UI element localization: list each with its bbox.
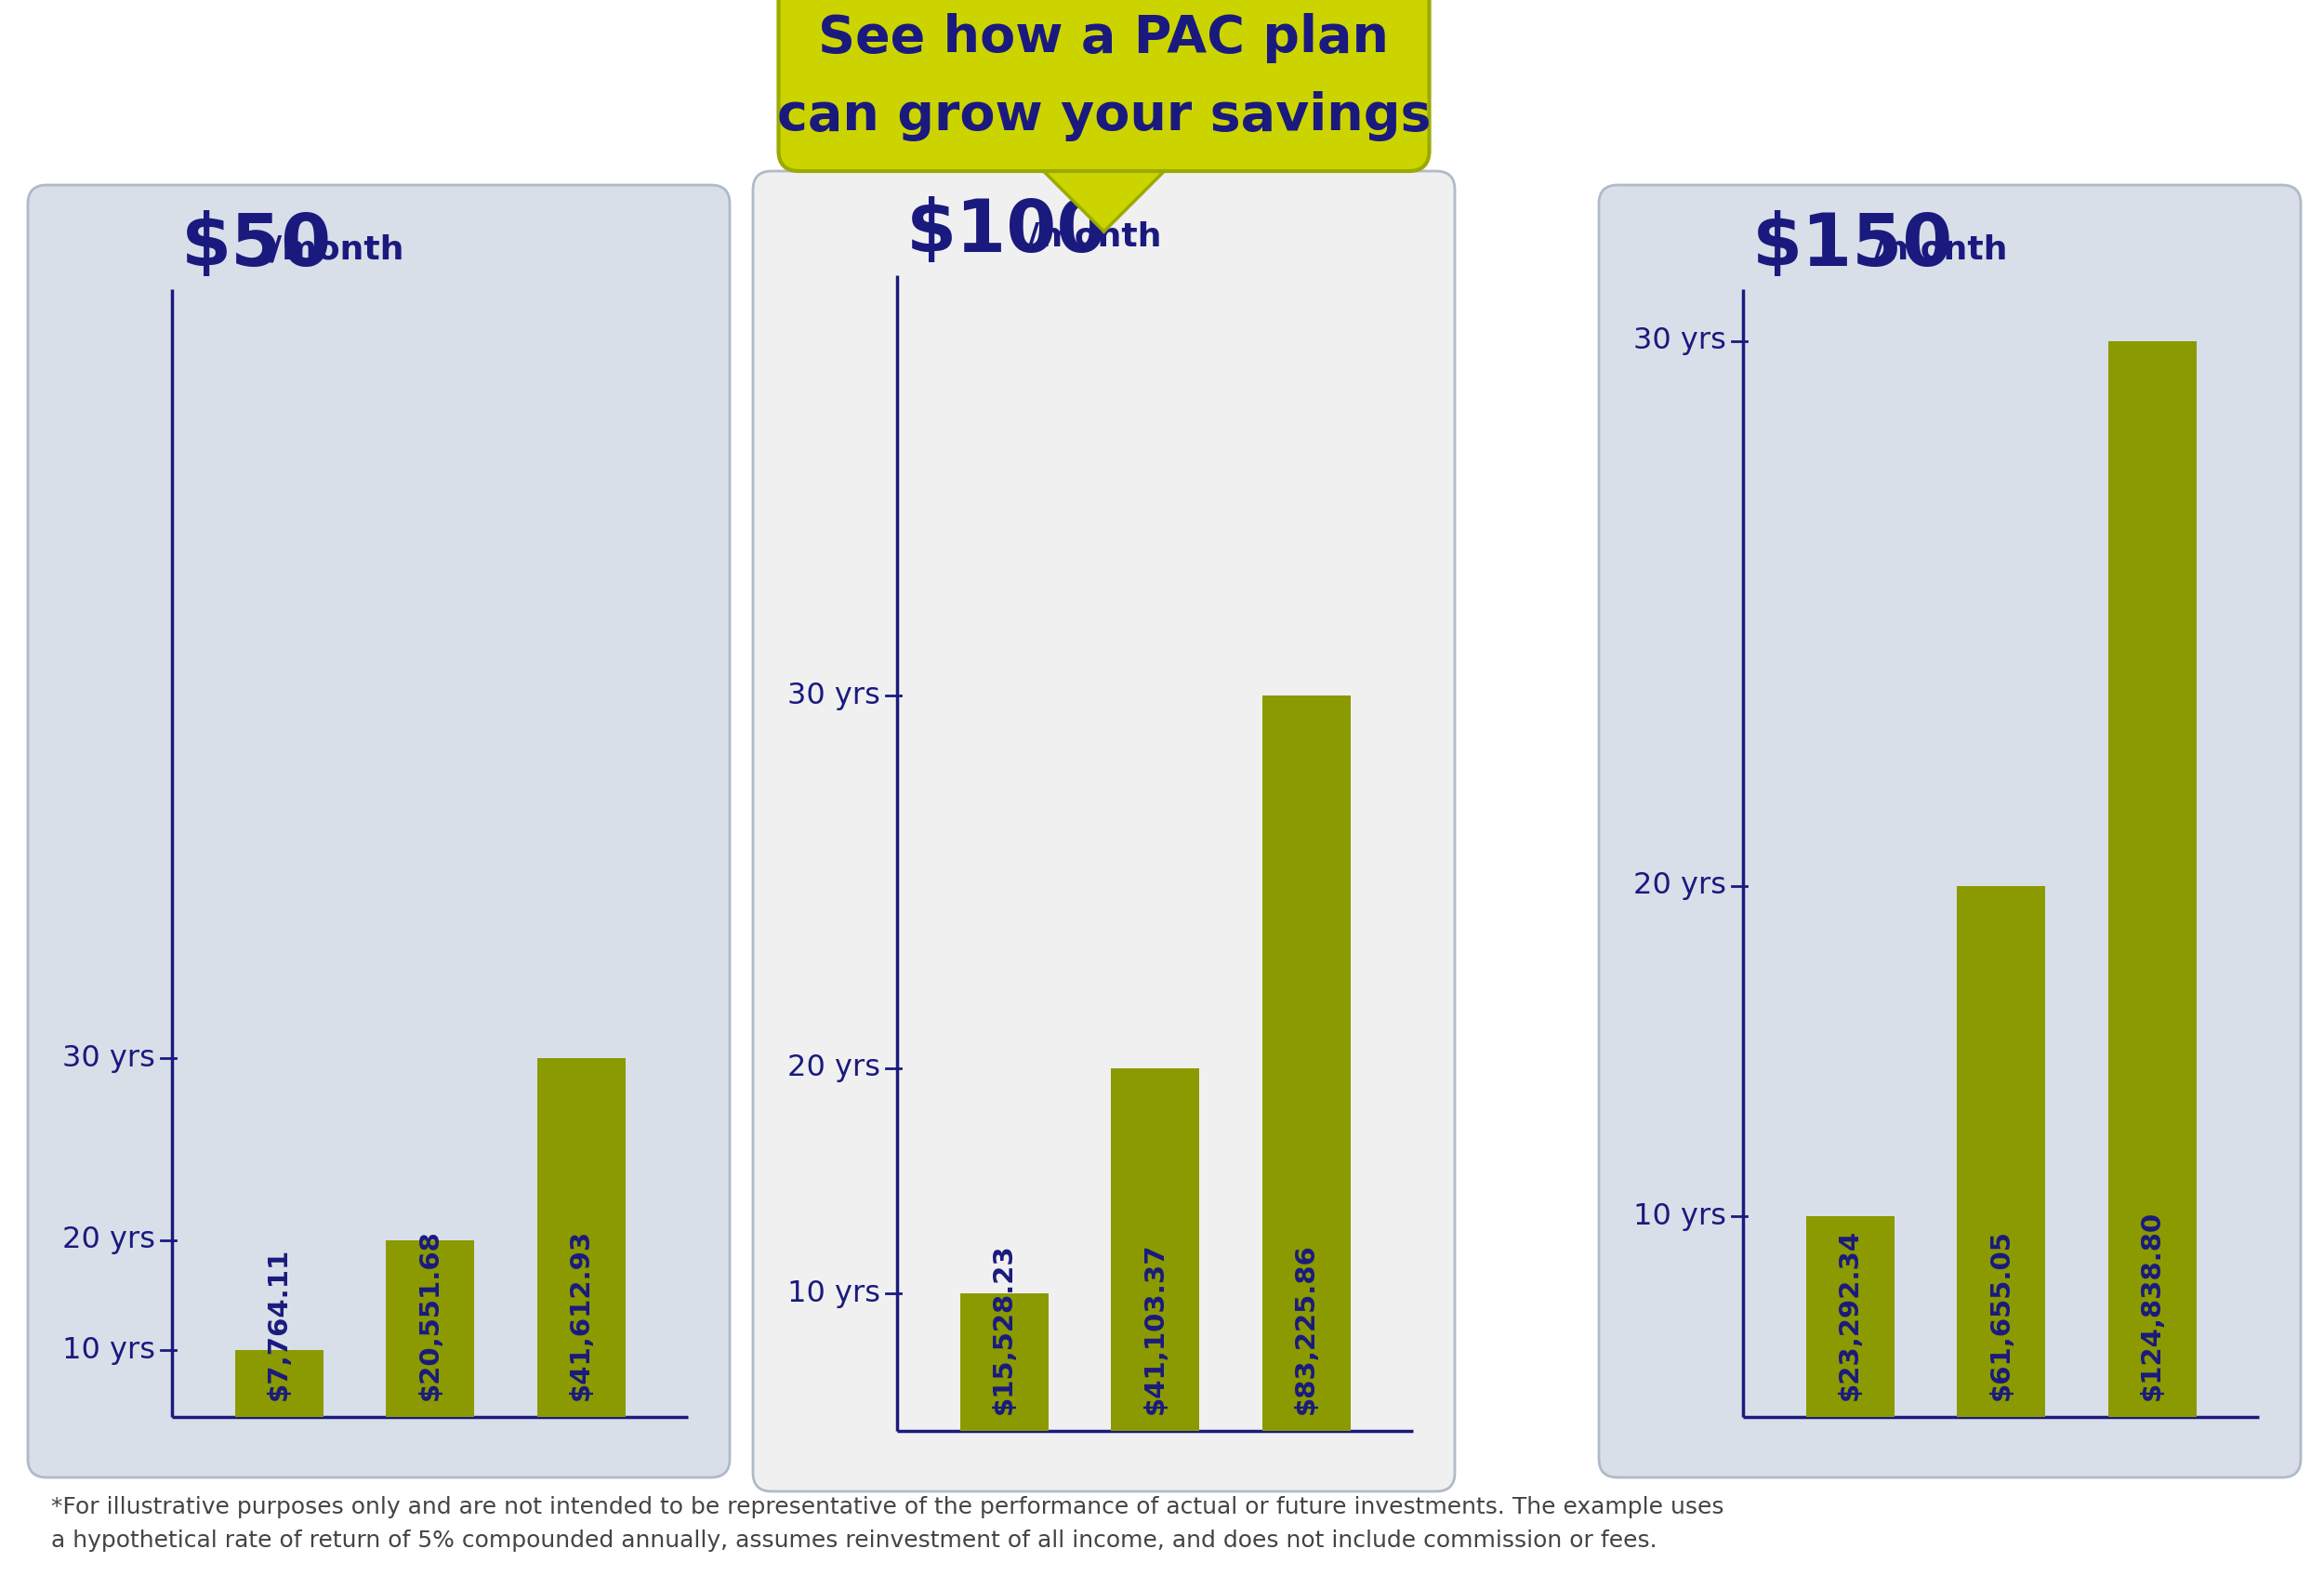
Polygon shape (1043, 172, 1164, 232)
Text: 10 yrs: 10 yrs (788, 1279, 881, 1308)
Text: can grow your savings: can grow your savings (776, 91, 1432, 141)
Text: 20 yrs: 20 yrs (788, 1054, 881, 1082)
Text: $150: $150 (1752, 210, 1954, 281)
Text: See how a PAC plan: See how a PAC plan (818, 13, 1390, 64)
Text: $124,838.80: $124,838.80 (2138, 1211, 2166, 1400)
Bar (2108, 342, 2196, 1417)
Bar (537, 1058, 625, 1417)
Text: $83,225.86: $83,225.86 (1292, 1243, 1320, 1414)
Text: $41,103.37: $41,103.37 (1141, 1243, 1169, 1414)
Text: 30 yrs: 30 yrs (1634, 327, 1727, 356)
Text: $20,551.68: $20,551.68 (416, 1230, 444, 1400)
FancyBboxPatch shape (779, 0, 1429, 172)
Bar (1111, 1068, 1199, 1432)
Text: *For illustrative purposes only and are not intended to be representative of the: *For illustrative purposes only and are … (51, 1495, 1724, 1519)
FancyBboxPatch shape (753, 172, 1455, 1492)
Text: $15,528.23: $15,528.23 (990, 1243, 1018, 1414)
FancyBboxPatch shape (1599, 184, 2301, 1478)
Bar (1262, 696, 1350, 1432)
FancyBboxPatch shape (28, 184, 730, 1478)
Bar (1957, 885, 2045, 1417)
Text: 20 yrs: 20 yrs (1634, 871, 1727, 899)
Text: $100: $100 (906, 195, 1109, 267)
Text: $50: $50 (181, 210, 332, 281)
Text: $23,292.34: $23,292.34 (1836, 1228, 1864, 1400)
Text: /month: /month (1873, 234, 2008, 265)
Text: 30 yrs: 30 yrs (63, 1044, 156, 1073)
Text: 20 yrs: 20 yrs (63, 1225, 156, 1254)
Text: $7,764.11: $7,764.11 (265, 1247, 293, 1400)
Text: 10 yrs: 10 yrs (1634, 1201, 1727, 1230)
Bar (235, 1351, 323, 1417)
Text: 10 yrs: 10 yrs (63, 1336, 156, 1365)
Text: /month: /month (270, 234, 404, 265)
Text: a hypothetical rate of return of 5% compounded annually, assumes reinvestment of: a hypothetical rate of return of 5% comp… (51, 1530, 1657, 1552)
Text: /month: /month (1027, 221, 1162, 253)
Text: 30 yrs: 30 yrs (788, 682, 881, 710)
Text: $61,655.05: $61,655.05 (1987, 1230, 2015, 1400)
Text: $41,612.93: $41,612.93 (567, 1228, 595, 1400)
Bar (386, 1239, 474, 1417)
Bar (1806, 1216, 1894, 1417)
Bar (960, 1293, 1048, 1432)
